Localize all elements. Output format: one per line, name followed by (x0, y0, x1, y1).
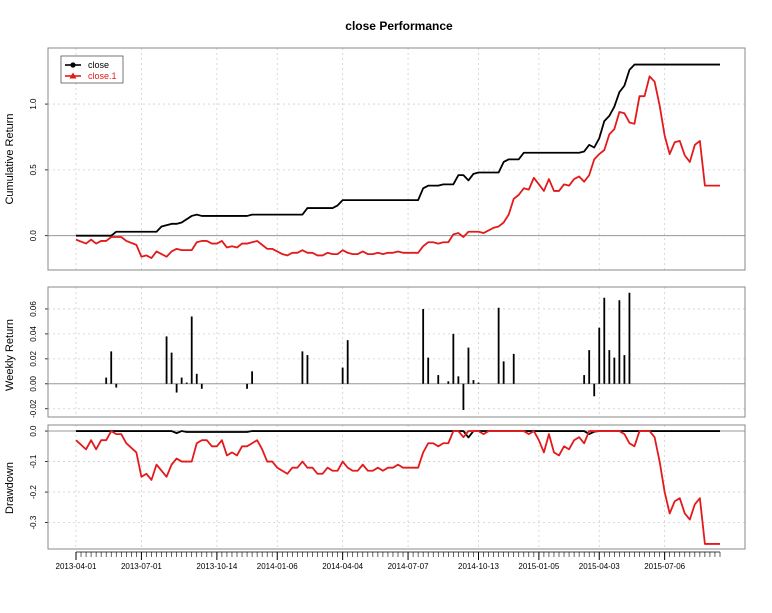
cumulative-return-panel: 0.0 0.5 1.0 (29, 47, 746, 271)
x-tick-label: 2013-04-01 (56, 562, 97, 571)
x-tick-label: 2015-07-06 (644, 562, 685, 571)
drawdown-line-close-1 (75, 430, 720, 545)
x-tick-label: 2014-10-13 (458, 562, 499, 571)
y-tick-label: 0.0 (29, 230, 38, 242)
y-tick-label: 0.00 (29, 375, 38, 391)
y-tick-label: -0.1 (29, 454, 38, 468)
panel-frame (47, 47, 746, 271)
y-tick-label: -0.2 (29, 485, 38, 499)
legend-label-close: close (88, 60, 109, 70)
cumulative-return-line-close-1 (75, 75, 720, 259)
y-tick-label: 0.5 (29, 164, 38, 176)
y-tick-label: 0.0 (29, 425, 38, 437)
cumulative-return-axis-label: Cumulative Return (4, 113, 16, 204)
legend-marker-close (70, 62, 76, 68)
legend: close close.1 (60, 55, 124, 84)
weekly-return-axis-label: Weekly Return (4, 319, 16, 391)
y-tick-label: 1.0 (29, 98, 38, 110)
x-tick-label: 2015-01-05 (518, 562, 559, 571)
x-tick-label: 2014-04-04 (322, 562, 363, 571)
legend-label-close-1: close.1 (88, 71, 117, 81)
y-tick-label: 0.06 (29, 301, 38, 317)
panel-frame (47, 424, 746, 550)
weekly-return-panel: -0.02 0.00 0.02 0.04 0.06 (29, 286, 746, 418)
drawdown-panel: -0.3 -0.2 -0.1 0.0 (29, 424, 746, 550)
x-tick-label: 2014-07-07 (388, 562, 429, 571)
cumulative-return-line-close (76, 63, 720, 237)
x-tick-label: 2013-07-01 (121, 562, 162, 571)
legend-marker-close-1 (69, 72, 77, 79)
y-tick-label: 0.04 (29, 326, 38, 342)
y-tick-label: -0.3 (29, 515, 38, 529)
y-tick-label: -0.02 (29, 399, 38, 418)
date-axis: 2013-04-01 2013-07-01 2013-10-14 2014-01-06… (56, 551, 721, 571)
chart-title: close Performance (345, 19, 453, 33)
y-tick-label: 0.02 (29, 351, 38, 367)
panel-frame (47, 286, 746, 418)
x-tick-label: 2013-10-14 (196, 562, 237, 571)
drawdown-axis-label: Drawdown (4, 462, 16, 514)
drawdown-line-close (76, 430, 720, 439)
x-tick-label: 2015-04-03 (579, 562, 620, 571)
x-tick-label: 2014-01-06 (257, 562, 298, 571)
